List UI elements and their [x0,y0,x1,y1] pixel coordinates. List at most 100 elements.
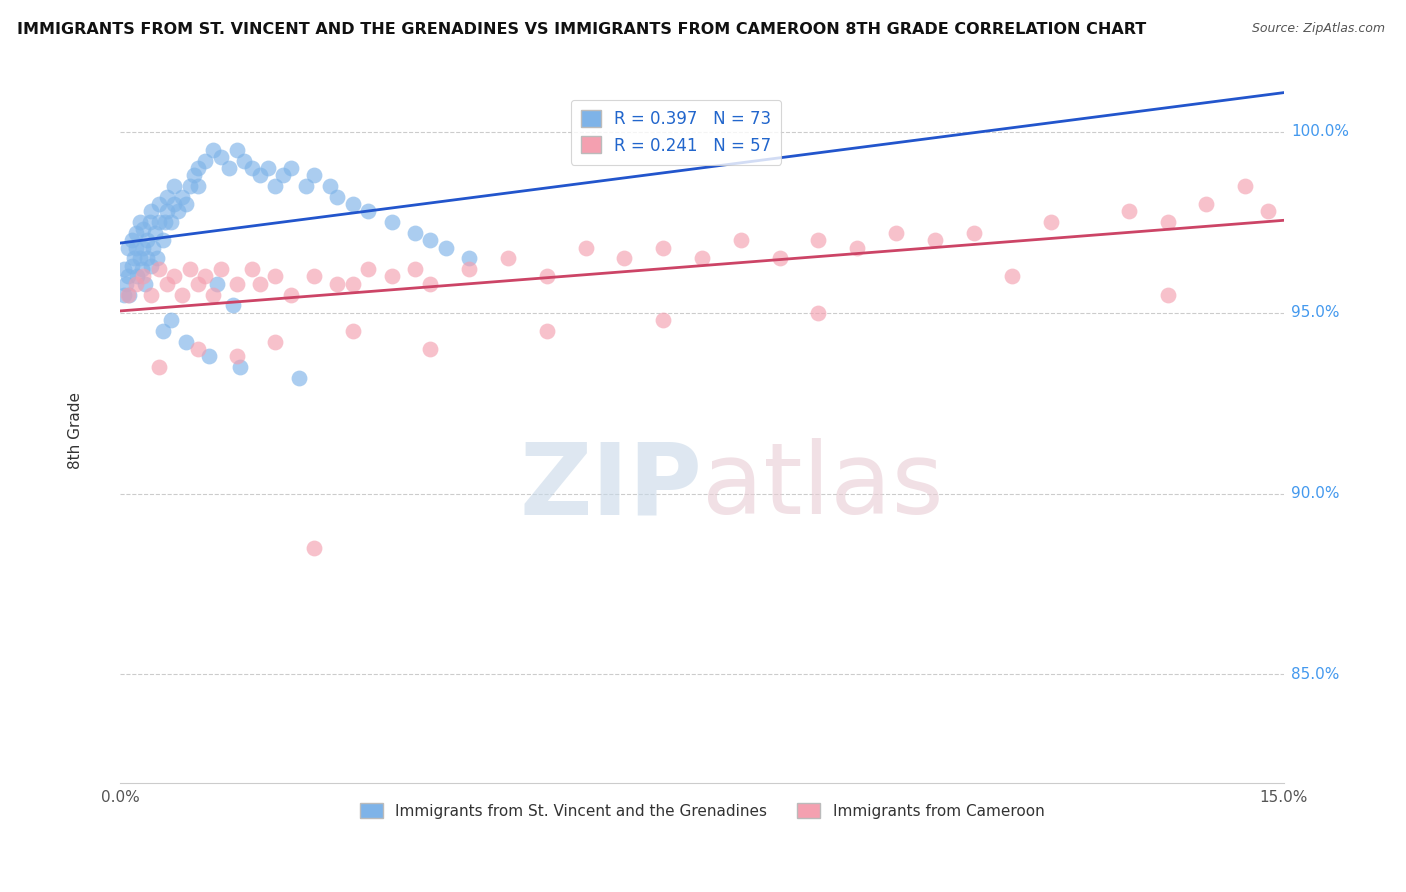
Point [122,252,145,266]
Point [256,161,278,175]
Point [218,161,240,175]
Point [174,334,197,349]
Point [1156,215,1178,229]
Point [163,269,186,284]
Point [172,287,194,301]
Point [143,226,166,240]
Text: ZIP: ZIP [519,438,702,535]
Text: IMMIGRANTS FROM ST. VINCENT AND THE GRENADINES VS IMMIGRANTS FROM CAMEROON 8TH G: IMMIGRANTS FROM ST. VINCENT AND THE GREN… [17,22,1146,37]
Point [148,197,170,211]
Point [318,179,340,194]
Point [118,287,141,301]
Point [271,168,294,182]
Point [1001,269,1024,284]
Point [924,233,946,247]
Point [127,269,149,284]
Point [141,204,163,219]
Point [419,342,441,356]
Point [138,215,160,229]
Point [1118,204,1140,219]
Point [295,179,318,194]
Point [342,324,364,338]
Point [690,252,713,266]
Point [124,226,146,240]
Point [1257,204,1279,219]
Point [326,277,349,291]
Point [264,334,287,349]
Point [132,269,155,284]
Point [183,168,205,182]
Point [264,269,287,284]
Point [187,179,209,194]
Point [342,277,364,291]
Point [1195,197,1218,211]
Point [205,277,228,291]
Text: atlas: atlas [702,438,943,535]
Point [202,143,225,157]
Point [496,252,519,266]
Point [152,324,174,338]
Point [134,277,156,291]
Point [194,269,217,284]
Point [131,262,153,277]
Point [280,287,302,301]
Point [124,240,146,254]
Point [198,349,221,363]
Point [807,233,830,247]
Point [159,313,181,327]
Point [302,168,325,182]
Point [357,204,380,219]
Point [141,259,163,273]
Point [128,215,150,229]
Point [326,190,349,204]
Point [146,252,169,266]
Point [381,215,404,229]
Point [536,324,558,338]
Point [404,226,426,240]
Point [117,240,139,254]
Point [132,240,155,254]
Point [768,252,790,266]
Point [1040,215,1063,229]
Point [156,204,179,219]
Point [117,287,139,301]
Point [225,349,247,363]
Point [1156,287,1178,301]
Point [846,240,869,254]
Point [249,277,271,291]
Point [187,161,209,175]
Point [1234,179,1257,194]
Point [404,262,426,277]
Point [136,252,159,266]
Point [249,168,271,182]
Point [381,269,404,284]
Point [240,161,263,175]
Point [115,277,138,291]
Point [209,262,232,277]
Point [434,240,457,254]
Point [652,240,675,254]
Text: 85.0%: 85.0% [1291,667,1339,682]
Point [163,179,186,194]
Point [112,287,135,301]
Point [302,541,325,555]
Text: Source: ZipAtlas.com: Source: ZipAtlas.com [1251,22,1385,36]
Point [202,287,225,301]
Point [194,153,217,168]
Point [148,262,170,277]
Point [124,277,146,291]
Point [142,240,165,254]
Point [652,313,675,327]
Point [112,262,135,277]
Point [884,226,907,240]
Point [156,277,179,291]
Point [163,197,186,211]
Point [280,161,302,175]
Point [159,215,181,229]
Point [187,342,209,356]
Point [156,190,179,204]
Point [458,262,481,277]
Point [132,222,155,236]
Point [128,252,150,266]
Point [179,179,201,194]
